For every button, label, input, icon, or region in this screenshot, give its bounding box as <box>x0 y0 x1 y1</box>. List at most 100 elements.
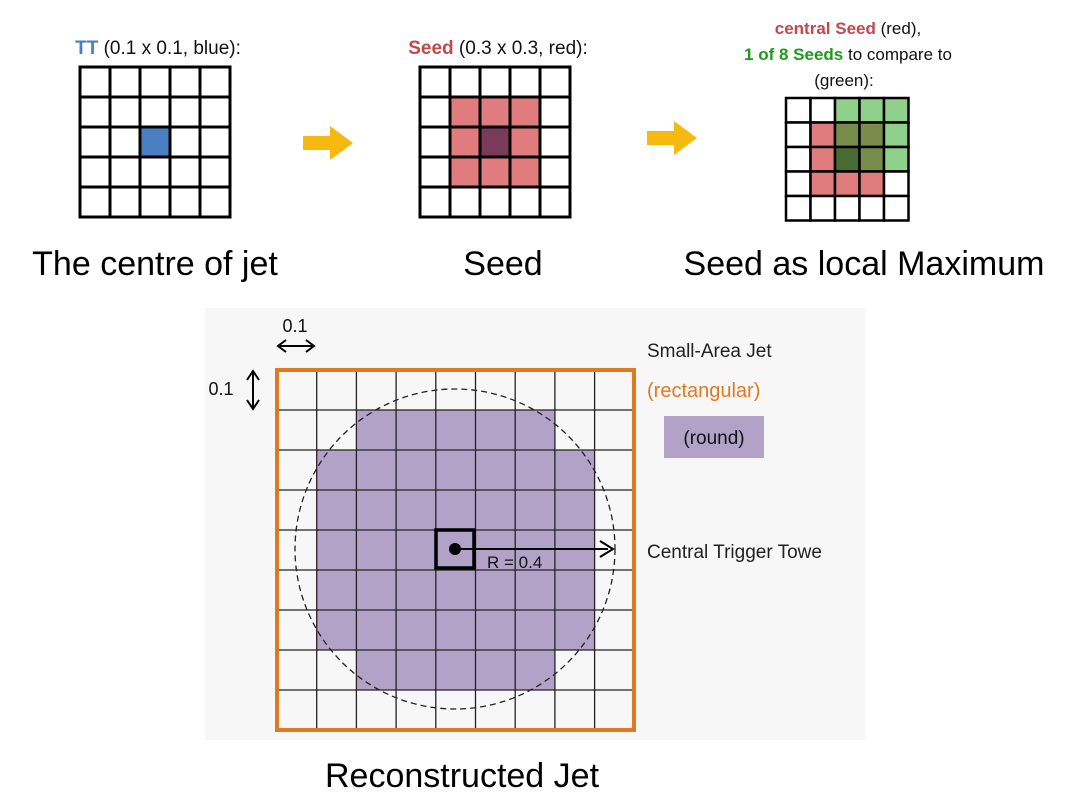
jet-radius-circle <box>294 388 616 710</box>
grid-cell <box>108 95 142 129</box>
grid-cell <box>833 194 861 222</box>
horizontal-double-arrow-icon <box>276 339 316 353</box>
grid-cell <box>784 145 812 173</box>
round-jet-row <box>316 570 595 610</box>
grid-cell <box>858 145 886 173</box>
grid-cell <box>418 65 452 99</box>
local-max-panel: central Seed (red), 1 of 8 Seeds to comp… <box>684 19 1045 283</box>
grid-cell <box>538 155 572 189</box>
grid-cell <box>478 95 512 129</box>
grid-cell <box>108 155 142 189</box>
tt-label-key: TT <box>75 38 99 59</box>
grid-cell <box>198 95 232 129</box>
round-jet-row <box>316 450 595 490</box>
seed-label-key: Seed <box>408 38 453 59</box>
local-max-line1-rest: (red), <box>876 19 921 38</box>
grid-cell <box>833 170 861 198</box>
seed-grid <box>418 65 572 219</box>
cell-width-label: 0.1 <box>282 316 307 336</box>
grid-cell <box>833 96 861 124</box>
arrow-icon <box>303 126 353 160</box>
grid-cell <box>198 155 232 189</box>
tt-caption: The centre of jet <box>32 245 278 283</box>
jet-caption: Reconstructed Jet <box>325 757 600 793</box>
legend-round-swatch <box>664 416 764 458</box>
grid-cell <box>858 121 886 149</box>
grid-cell <box>784 194 812 222</box>
grid-cell <box>809 194 837 222</box>
grid-cell <box>508 155 542 189</box>
grid-cell <box>784 170 812 198</box>
legend-rectangular: (rectangular) <box>647 380 760 402</box>
seed-caption: Seed <box>463 245 542 283</box>
grid-cell <box>478 125 512 159</box>
grid-cell <box>448 65 482 99</box>
grid-cell <box>138 185 172 219</box>
grid-cell <box>78 185 112 219</box>
grid-cell <box>448 125 482 159</box>
grid-cell <box>168 185 202 219</box>
local-max-line2-rest: to compare to <box>843 45 952 64</box>
grid-cell <box>108 185 142 219</box>
round-jet-row <box>356 410 555 450</box>
grid-cell <box>78 95 112 129</box>
grid-cell <box>858 96 886 124</box>
tt-label-rest: (0.1 x 0.1, blue): <box>98 38 241 59</box>
grid-cell <box>478 65 512 99</box>
grid-cell <box>418 155 452 189</box>
grid-cell <box>538 125 572 159</box>
grid-cell <box>882 194 910 222</box>
seed-label: Seed (0.3 x 0.3, red): <box>408 38 588 59</box>
round-jet-row <box>316 490 595 530</box>
grid-cell <box>138 65 172 99</box>
jet-panel: R = 0.4 0.1 0.1 Small-Area Jet (rectangu… <box>205 308 865 793</box>
local-max-line1: central Seed (red), <box>775 19 921 38</box>
local-max-grid <box>784 96 910 222</box>
grid-cell <box>198 125 232 159</box>
grid-cell <box>138 125 172 159</box>
grid-cell <box>478 155 512 189</box>
grid-cell <box>833 145 861 173</box>
round-jet-row <box>316 610 595 650</box>
grid-cell <box>858 194 886 222</box>
grid-cell <box>138 95 172 129</box>
radius-arrow-icon <box>455 540 615 558</box>
grid-cell <box>809 96 837 124</box>
seed-panel: Seed (0.3 x 0.3, red): Seed <box>408 38 588 283</box>
grid-cell <box>78 125 112 159</box>
grid-cell <box>168 65 202 99</box>
grid-cell <box>168 155 202 189</box>
round-jet-row <box>356 650 555 690</box>
central-trigger-tower-label: Central Trigger Towe <box>647 542 822 563</box>
grid-cell <box>418 125 452 159</box>
grid-cell <box>784 121 812 149</box>
tt-grid <box>78 65 232 219</box>
tt-label: TT (0.1 x 0.1, blue): <box>75 38 241 59</box>
grid-cell <box>833 121 861 149</box>
local-max-line3: (green): <box>814 71 874 90</box>
grid-cell <box>448 185 482 219</box>
radius-label: R = 0.4 <box>487 553 542 572</box>
grid-cell <box>448 95 482 129</box>
grid-cell <box>784 96 812 124</box>
grid-cell <box>538 65 572 99</box>
cell-height-label: 0.1 <box>208 379 233 399</box>
grid-cell <box>168 95 202 129</box>
grid-cell <box>809 170 837 198</box>
local-max-line2: 1 of 8 Seeds to compare to <box>744 45 952 64</box>
local-max-line1-key: central Seed <box>775 19 876 38</box>
grid-cell <box>882 121 910 149</box>
grid-cell <box>108 65 142 99</box>
legend-round: (round) <box>683 428 744 449</box>
local-max-caption: Seed as local Maximum <box>684 245 1045 283</box>
seed-label-rest: (0.3 x 0.3, red): <box>454 38 588 59</box>
grid-cell <box>138 155 172 189</box>
grid-cell <box>198 185 232 219</box>
grid-cell <box>168 125 202 159</box>
rectangular-jet-border <box>275 368 636 732</box>
grid-cell <box>882 145 910 173</box>
vertical-double-arrow-icon <box>246 369 260 411</box>
grid-cell <box>418 185 452 219</box>
grid-cell <box>538 95 572 129</box>
